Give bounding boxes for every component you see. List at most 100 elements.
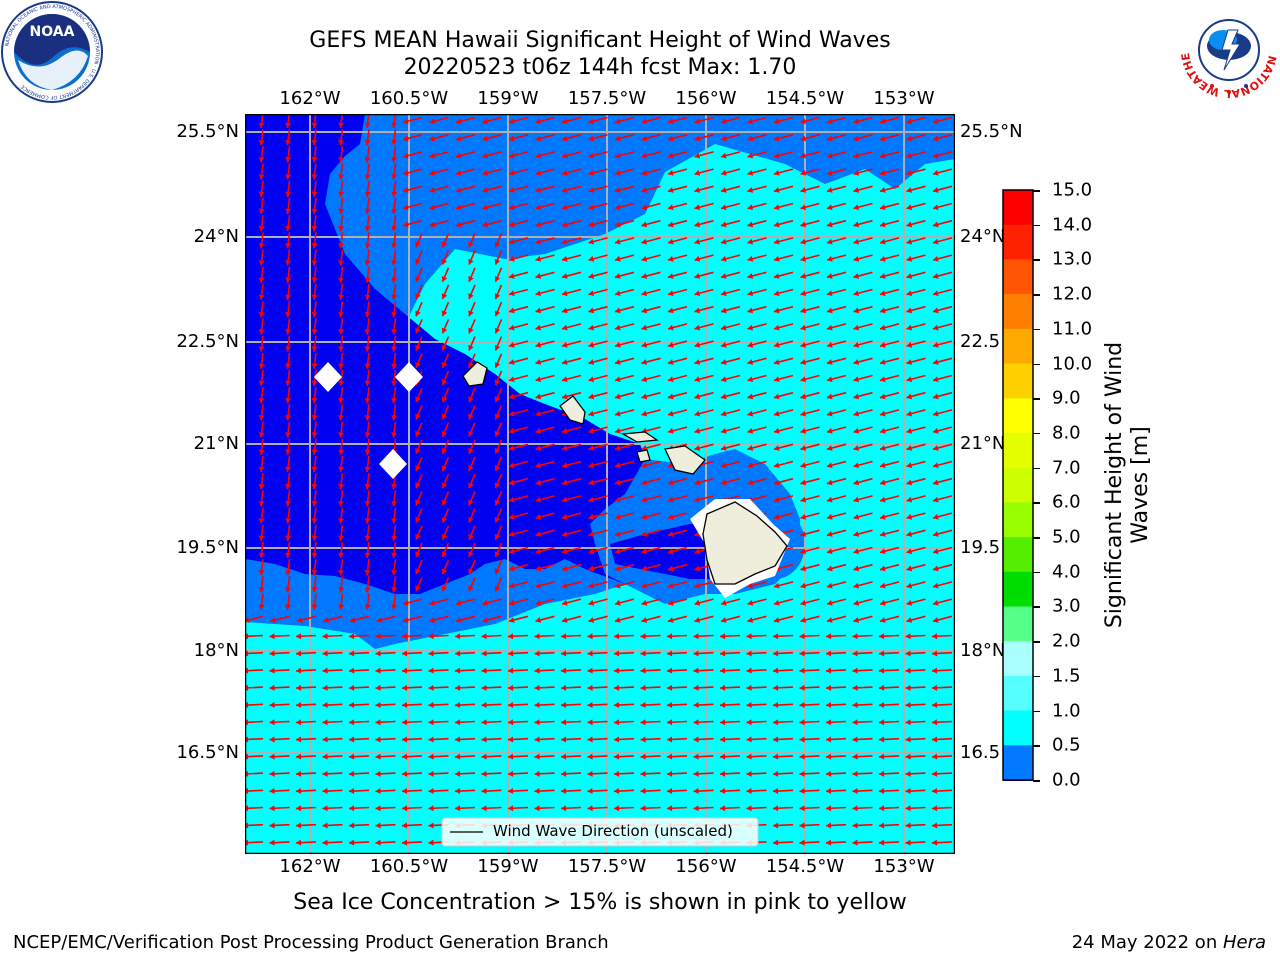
direction-arrowhead: [468, 310, 474, 317]
direction-arrowhead: [285, 208, 292, 214]
colorbar-segment: [1003, 432, 1033, 469]
top-lon-tick: 162°W: [279, 88, 341, 109]
direction-arrowhead: [826, 805, 832, 812]
direction-arrowhead: [852, 684, 858, 691]
direction-arrowhead: [800, 204, 807, 211]
colorbar-tick-mark: [1033, 259, 1040, 261]
direction-arrowhead: [482, 221, 489, 228]
direction-arrowhead: [774, 152, 780, 159]
bottom-lon-tick: 157.5°W: [567, 856, 647, 877]
direction-arrowhead: [667, 753, 673, 760]
direction-arrowhead: [906, 221, 913, 228]
direction-arrowhead: [338, 139, 345, 146]
direction-arrowhead: [906, 548, 913, 555]
direction-arrowhead: [853, 548, 860, 555]
direction-arrowhead: [269, 839, 275, 846]
direction-arrowhead: [827, 221, 833, 228]
direction-arrowhead: [774, 359, 780, 365]
direction-arrowhead: [640, 719, 646, 726]
direction-arrowhead: [535, 565, 542, 572]
direction-arrowhead: [905, 719, 911, 726]
direction-arrowhead: [880, 427, 886, 434]
direction-arrowhead: [668, 187, 674, 193]
direction-arrowhead: [641, 118, 648, 125]
direction-arrowhead: [468, 465, 474, 471]
direction-arrowhead: [468, 344, 474, 351]
direction-arrowhead: [441, 413, 448, 420]
direction-arrowhead: [311, 260, 318, 266]
direction-arrowhead: [441, 241, 448, 248]
direction-arrowhead: [641, 341, 648, 348]
direction-arrowhead: [364, 569, 371, 576]
direction-arrowhead: [338, 277, 345, 283]
direction-arrowhead: [906, 290, 913, 297]
direction-arrowhead: [481, 753, 487, 760]
direction-arrowhead: [296, 719, 302, 726]
direction-arrowhead: [285, 432, 292, 438]
direction-arrowhead: [296, 650, 302, 657]
colorbar-tick-mark: [1033, 190, 1040, 192]
direction-arrowhead: [587, 684, 593, 691]
direction-arrowhead: [800, 290, 807, 297]
direction-arrowhead: [667, 770, 673, 777]
direction-arrowhead: [509, 135, 515, 142]
direction-arrowhead: [322, 770, 328, 777]
direction-arrowhead: [933, 204, 939, 211]
direction-arrowhead: [879, 633, 885, 640]
direction-arrowhead: [799, 805, 805, 812]
direction-arrowhead: [535, 255, 542, 262]
direction-arrowhead: [694, 582, 701, 589]
direction-arrowhead: [338, 122, 345, 128]
direction-arrowhead: [364, 483, 371, 490]
direction-arrowhead: [800, 255, 807, 262]
direction-arrowhead: [441, 448, 448, 454]
direction-arrowhead: [441, 465, 448, 471]
direction-arrowhead: [693, 633, 699, 640]
direction-arrowhead: [258, 191, 265, 197]
colorbar-title-line1: Significant Height of Wind: [1102, 341, 1127, 629]
bottom-lon-tick: 156°W: [675, 856, 737, 877]
direction-arrowhead: [285, 346, 292, 352]
direction-arrowhead: [747, 410, 754, 417]
colorbar-segment: [1003, 710, 1033, 746]
direction-arrowhead: [415, 293, 421, 299]
direction-arrowhead: [285, 466, 292, 472]
direction-arrowhead: [800, 169, 807, 176]
hawaiian-islands: [314, 361, 790, 598]
direction-arrowhead: [906, 531, 913, 537]
direction-arrowhead: [364, 363, 371, 369]
direction-arrowhead: [481, 788, 487, 795]
direction-arrowhead: [906, 307, 913, 314]
direction-arrowhead: [615, 393, 621, 400]
direction-arrowhead: [481, 684, 487, 691]
direction-arrowhead: [311, 174, 318, 180]
direction-arrowhead: [441, 585, 448, 592]
right-lat-tick: 22.5: [960, 331, 1001, 352]
direction-arrowhead: [853, 324, 860, 331]
direction-arrowhead: [415, 585, 421, 592]
direction-arrowhead: [747, 204, 754, 211]
direction-arrowhead: [285, 518, 292, 524]
direction-arrowhead: [508, 650, 514, 657]
direction-arrowhead: [403, 118, 409, 125]
direction-arrowhead: [428, 839, 434, 846]
colorbar-tick-label: 9.0: [1052, 387, 1081, 409]
direction-arrowhead: [311, 225, 318, 232]
direction-arrowhead: [415, 413, 421, 420]
direction-arrowhead: [534, 684, 540, 691]
direction-arrowhead: [391, 277, 398, 283]
colorbar-tick-label: 15.0: [1052, 179, 1093, 201]
colorbar-tick-label: 1.0: [1052, 700, 1081, 722]
direction-arrowhead: [694, 187, 701, 193]
direction-arrowhead: [615, 307, 621, 314]
direction-arrowhead: [269, 805, 275, 812]
direction-arrowhead: [258, 311, 265, 318]
direction-arrowhead: [641, 393, 648, 400]
direction-arrowhead: [429, 187, 436, 193]
direction-arrowhead: [468, 327, 474, 334]
direction-arrowhead: [391, 380, 398, 386]
direction-arrowhead: [614, 719, 620, 726]
direction-arrowhead: [364, 415, 371, 421]
direction-arrowhead: [588, 548, 595, 555]
direction-arrowhead: [338, 501, 345, 507]
